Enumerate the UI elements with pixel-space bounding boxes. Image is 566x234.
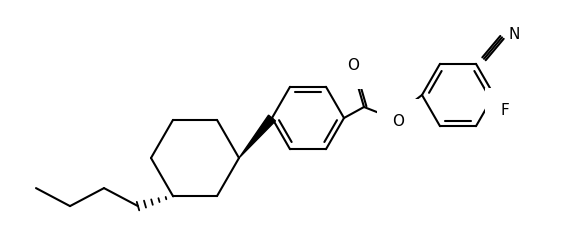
Polygon shape	[239, 115, 276, 158]
Text: F: F	[500, 103, 509, 118]
Text: O: O	[392, 114, 404, 129]
Text: N: N	[509, 27, 520, 42]
Text: O: O	[347, 58, 359, 73]
